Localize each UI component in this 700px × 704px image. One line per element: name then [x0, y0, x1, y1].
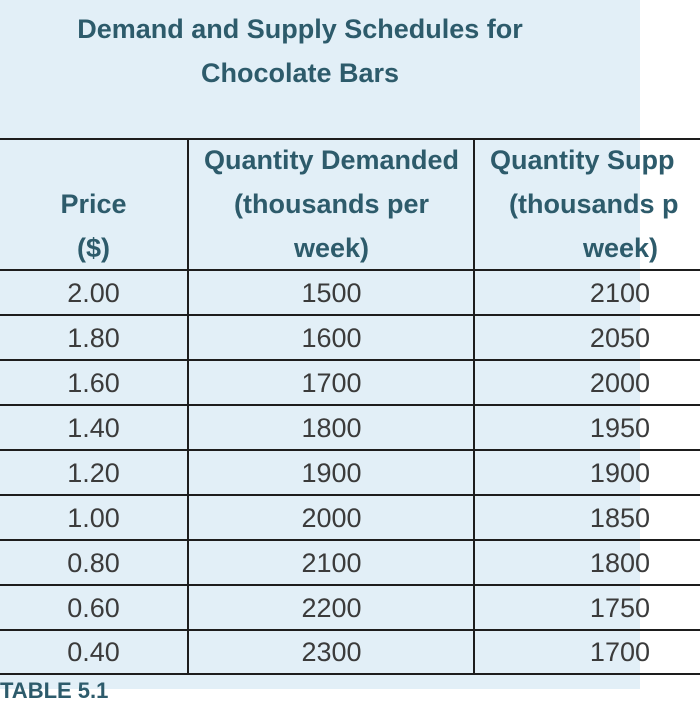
demanded-header-line-3: week): [293, 233, 370, 263]
price-cell: 2.00: [67, 278, 120, 308]
quantity-demanded-cell: 2100: [301, 548, 362, 578]
quantity-supplied-cell: 2000: [589, 368, 650, 398]
row-rule: [0, 359, 700, 361]
table-panel: [0, 0, 640, 689]
price-cell: 0.60: [67, 593, 120, 623]
row-rule: [0, 314, 700, 316]
price-cell: 1.40: [67, 413, 120, 443]
table-title-line-2: Chocolate Bars: [200, 58, 400, 88]
price-header-line-2: ($): [77, 233, 110, 263]
supplied-header-line-1: Quantity Supp: [490, 145, 675, 175]
price-cell: 1.20: [67, 458, 120, 488]
price-header-line-1: Price: [60, 189, 127, 219]
table-bottom-rule: [0, 673, 700, 675]
supplied-header-line-3: week): [582, 233, 658, 263]
price-cell: 1.00: [67, 503, 120, 533]
row-rule: [0, 449, 700, 451]
quantity-demanded-cell: 1700: [301, 368, 362, 398]
quantity-supplied-cell: 1850: [589, 503, 650, 533]
quantity-demanded-cell: 2300: [301, 637, 362, 667]
quantity-demanded-cell: 1600: [301, 323, 362, 353]
price-cell: 1.80: [67, 323, 120, 353]
quantity-demanded-cell: 1500: [301, 278, 362, 308]
table-caption: TABLE 5.1: [0, 678, 109, 703]
price-cell: 0.40: [67, 637, 120, 667]
column-rule: [473, 138, 475, 675]
price-cell: 1.60: [67, 368, 120, 398]
column-rule: [187, 138, 189, 675]
row-rule: [0, 404, 700, 406]
row-rule: [0, 494, 700, 496]
quantity-supplied-cell: 1800: [589, 548, 650, 578]
table-top-rule: [0, 138, 700, 140]
quantity-supplied-cell: 2050: [589, 323, 650, 353]
quantity-demanded-cell: 1900: [301, 458, 362, 488]
quantity-supplied-cell: 1950: [589, 413, 650, 443]
quantity-supplied-cell: 1750: [589, 593, 650, 623]
quantity-demanded-cell: 1800: [301, 413, 362, 443]
table-title-line-1: Demand and Supply Schedules for: [77, 14, 523, 44]
header-bottom-rule: [0, 269, 700, 271]
row-rule: [0, 629, 700, 631]
quantity-supplied-cell: 2100: [589, 278, 650, 308]
price-cell: 0.80: [67, 548, 120, 578]
schedule-table: Price ($) Quantity Demanded (thousands p…: [0, 138, 700, 675]
quantity-supplied-cell: 1900: [589, 458, 650, 488]
quantity-demanded-cell: 2200: [301, 593, 362, 623]
quantity-demanded-cell: 2000: [301, 503, 362, 533]
demanded-header-line-2: (thousands per: [233, 189, 429, 219]
quantity-supplied-cell: 1700: [589, 637, 650, 667]
supplied-header-line-2: (thousands p: [509, 189, 679, 219]
demanded-header-line-1: Quantity Demanded: [203, 145, 460, 175]
row-rule: [0, 539, 700, 541]
row-rule: [0, 584, 700, 586]
